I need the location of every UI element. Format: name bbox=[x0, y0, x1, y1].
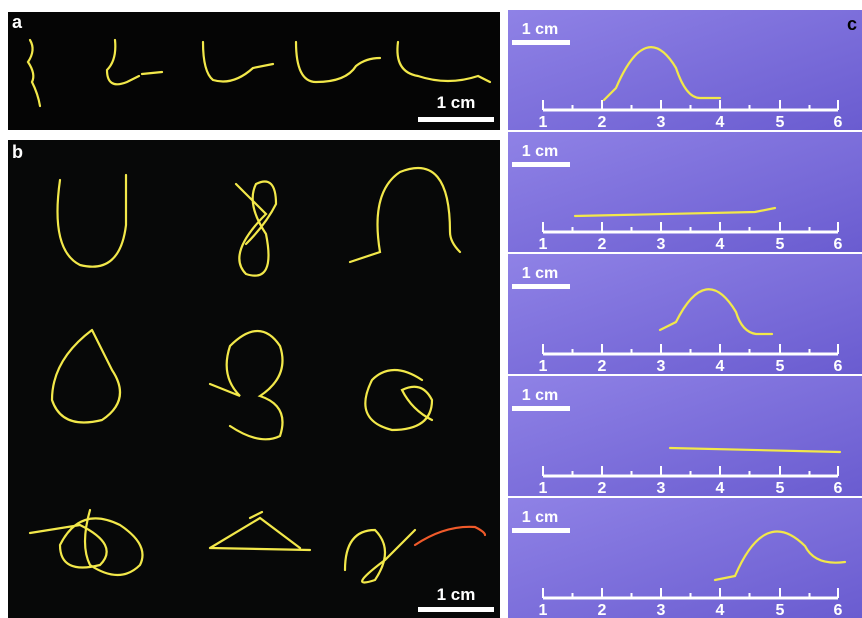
ruler-label: 3 bbox=[657, 236, 666, 253]
ruler-label: 2 bbox=[598, 480, 607, 497]
row: 1 cm 1 2 3 4 5 6 bbox=[508, 10, 862, 131]
scale-bar-label: 1 cm bbox=[437, 585, 476, 604]
ruler-label: 4 bbox=[716, 358, 725, 375]
ruler-label: 1 bbox=[539, 114, 548, 131]
scale-bar bbox=[418, 117, 494, 122]
ruler-label: 6 bbox=[834, 114, 843, 131]
figure: a 1 cm b 1 cm 1 cm 1 2 3 4 5 6 1 cm 1 2 3 4 5 6 1 cm 1 2… bbox=[0, 0, 862, 618]
ruler-label: 1 bbox=[539, 480, 548, 497]
ruler-label: 1 bbox=[539, 236, 548, 253]
scale-bar-label: 1 cm bbox=[522, 387, 558, 404]
scale-bar-label: 1 cm bbox=[522, 143, 558, 160]
row: 1 cm 1 2 3 4 5 6 bbox=[508, 376, 862, 497]
ruler-label: 5 bbox=[776, 236, 785, 253]
ruler-label: 2 bbox=[598, 358, 607, 375]
row-photo bbox=[508, 10, 862, 130]
ruler-label: 4 bbox=[716, 114, 725, 131]
ruler-label: 3 bbox=[657, 358, 666, 375]
ruler-label: 6 bbox=[834, 480, 843, 497]
scale-bar bbox=[512, 284, 570, 289]
row: 1 cm 1 2 3 4 5 6 bbox=[508, 498, 862, 618]
scale-bar bbox=[418, 607, 494, 612]
panel-label: b bbox=[12, 142, 23, 162]
ruler-label: 3 bbox=[657, 602, 666, 618]
panel-label: c bbox=[847, 14, 857, 34]
scale-bar-label: 1 cm bbox=[437, 93, 476, 112]
ruler-label: 3 bbox=[657, 114, 666, 131]
row-photo bbox=[508, 376, 862, 496]
scale-bar bbox=[512, 406, 570, 411]
ruler-label: 5 bbox=[776, 602, 785, 618]
panel-label: a bbox=[12, 12, 23, 32]
ruler-label: 6 bbox=[834, 236, 843, 253]
ruler-label: 5 bbox=[776, 358, 785, 375]
ruler-label: 1 bbox=[539, 358, 548, 375]
panel-c: 1 cm 1 2 3 4 5 6 1 cm 1 2 3 4 5 6 1 cm 1 2 3 4 5 6 1 cm 1 2 3 4 5 6… bbox=[508, 10, 862, 618]
ruler-label: 2 bbox=[598, 114, 607, 131]
ruler-label: 2 bbox=[598, 236, 607, 253]
ruler-label: 2 bbox=[598, 602, 607, 618]
ruler-label: 1 bbox=[539, 602, 548, 618]
scale-bar bbox=[512, 162, 570, 167]
row-photo bbox=[508, 254, 862, 374]
ruler-label: 4 bbox=[716, 602, 725, 618]
ruler-label: 4 bbox=[716, 236, 725, 253]
ruler-label: 6 bbox=[834, 602, 843, 618]
row: 1 cm 1 2 3 4 5 6 bbox=[508, 254, 862, 375]
scale-bar bbox=[512, 40, 570, 45]
ruler-label: 5 bbox=[776, 480, 785, 497]
ruler-label: 4 bbox=[716, 480, 725, 497]
scale-bar-label: 1 cm bbox=[522, 509, 558, 526]
ruler-label: 6 bbox=[834, 358, 843, 375]
scale-bar bbox=[512, 528, 570, 533]
scale-bar-label: 1 cm bbox=[522, 21, 558, 38]
row: 1 cm 1 2 3 4 5 6 bbox=[508, 132, 862, 253]
panel-a-photo bbox=[8, 12, 500, 130]
row-photo bbox=[508, 498, 862, 618]
row-photo bbox=[508, 132, 862, 252]
ruler-label: 5 bbox=[776, 114, 785, 131]
scale-bar-label: 1 cm bbox=[522, 265, 558, 282]
ruler-label: 3 bbox=[657, 480, 666, 497]
